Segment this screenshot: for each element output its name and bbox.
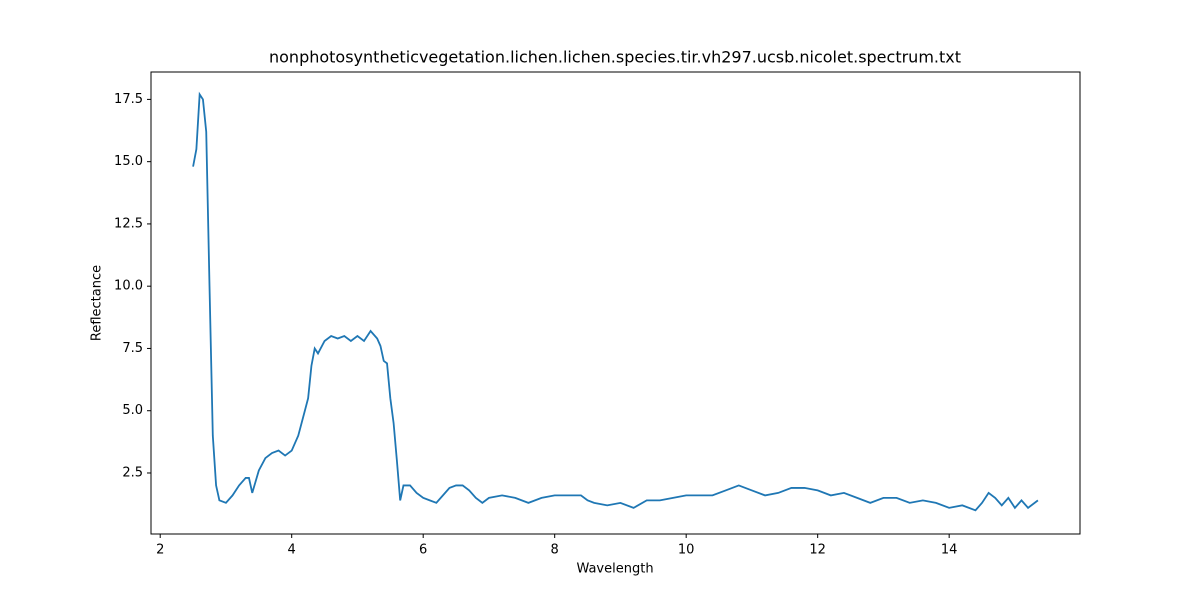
- x-tick-label: 12: [809, 543, 826, 558]
- y-tick-label: 2.5: [122, 465, 143, 480]
- y-tick-label: 5.0: [122, 403, 143, 418]
- chart-title: nonphotosyntheticvegetation.lichen.liche…: [269, 48, 961, 67]
- x-tick-label: 6: [419, 543, 427, 558]
- y-tick-label: 10.0: [114, 279, 143, 294]
- x-axis-label: Wavelength: [576, 562, 653, 577]
- x-tick-label: 4: [288, 543, 296, 558]
- y-tick-label: 15.0: [114, 154, 143, 169]
- y-tick-label: 12.5: [114, 216, 143, 231]
- y-axis-label: Reflectance: [90, 265, 105, 341]
- plot-frame: [150, 71, 1081, 535]
- x-tick-label: 10: [678, 543, 695, 558]
- y-tick-label: 17.5: [114, 92, 143, 107]
- x-tick-label: 8: [551, 543, 559, 558]
- x-tick-label: 2: [156, 543, 164, 558]
- y-tick-label: 7.5: [122, 341, 143, 356]
- data-line: [192, 91, 1039, 512]
- x-tick-label: 14: [941, 543, 958, 558]
